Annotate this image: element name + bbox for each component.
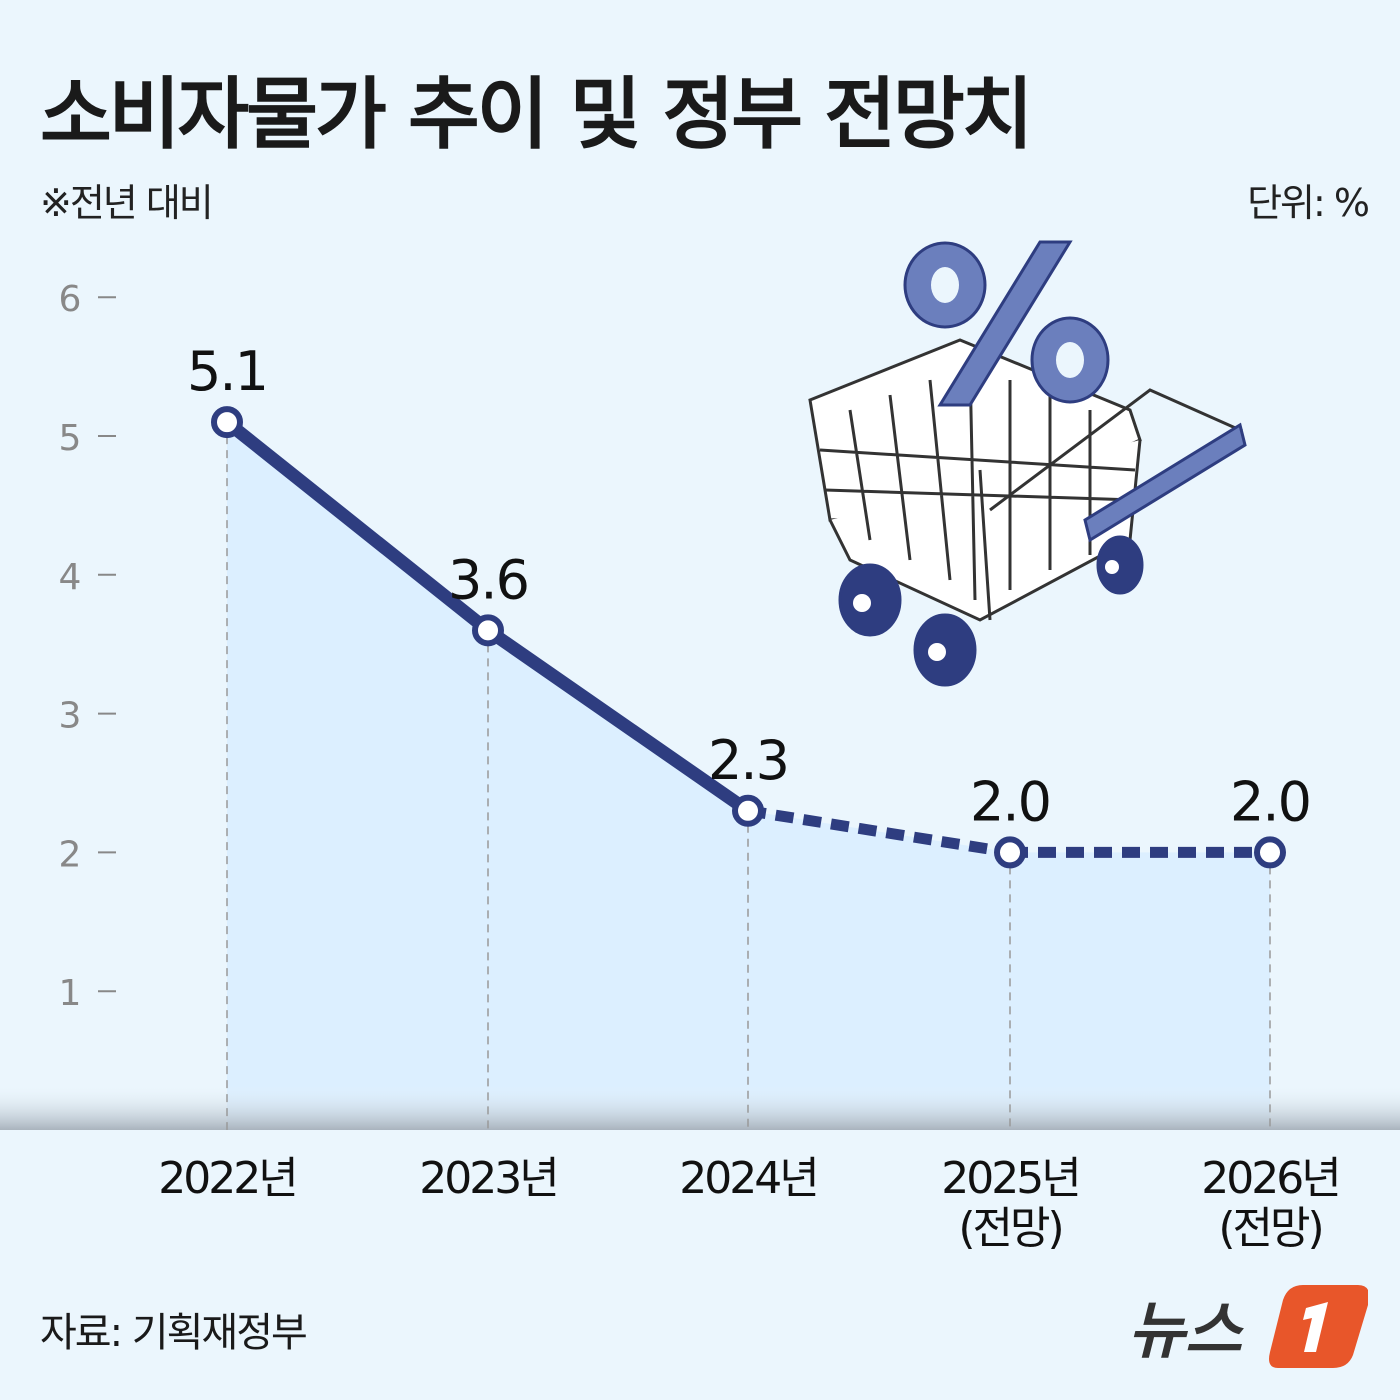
data-point <box>994 836 1026 869</box>
data-label: 2.0 <box>1230 770 1310 833</box>
news1-logo: 뉴스 <box>1128 1285 1368 1368</box>
floor-shadow <box>0 1085 1400 1130</box>
data-label: 5.1 <box>187 340 267 403</box>
data-point <box>211 406 243 439</box>
y-tick-label: 2 <box>59 834 82 875</box>
unit-label: 단위: % <box>1247 181 1370 225</box>
actual-line-segment <box>220 415 495 637</box>
data-label: 2.0 <box>970 770 1050 833</box>
actual-line-segment <box>481 623 755 818</box>
x-tick-label: (전망) <box>1218 1203 1321 1254</box>
data-label: 2.3 <box>708 729 788 792</box>
page-title: 소비자물가 추이 및 정부 전망치 <box>40 70 1034 160</box>
x-tick-label: 2022년 <box>158 1153 295 1204</box>
data-point <box>732 794 764 827</box>
y-tick-label: 3 <box>59 696 82 737</box>
forecast-line-segment <box>747 805 1011 858</box>
source-label: 자료: 기획재정부 <box>40 1310 308 1356</box>
x-tick-label: 2023년 <box>419 1153 556 1204</box>
x-tick-label: 2024년 <box>679 1153 816 1204</box>
x-tick-label: 2025년 <box>941 1153 1078 1204</box>
x-tick-label: 2026년 <box>1201 1153 1338 1204</box>
comparison-note: ※전년 대비 <box>40 181 214 225</box>
svg-text:뉴스: 뉴스 <box>1128 1294 1244 1367</box>
data-point <box>1254 836 1286 869</box>
x-tick-label: (전망) <box>958 1203 1061 1254</box>
data-label: 3.6 <box>448 548 528 611</box>
y-tick-label: 1 <box>59 973 82 1014</box>
data-point <box>472 614 504 647</box>
y-tick-label: 5 <box>59 418 82 459</box>
shopping-cart-illustration <box>808 240 1247 687</box>
y-tick-label: 6 <box>59 279 82 320</box>
y-tick-label: 4 <box>59 557 82 598</box>
